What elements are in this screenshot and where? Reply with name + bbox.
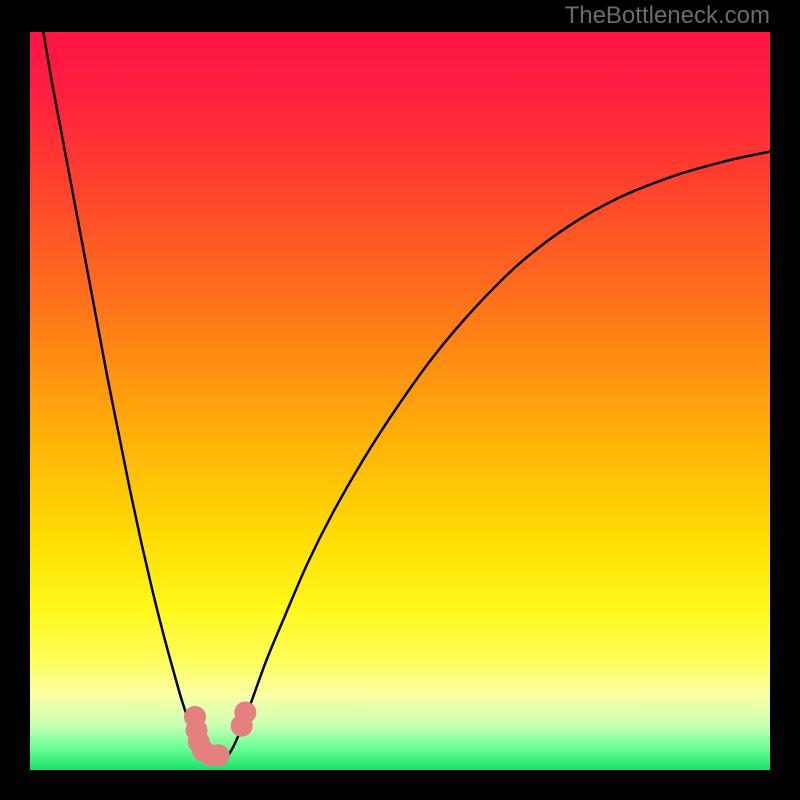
curve-right	[228, 152, 770, 756]
chart-stage: TheBottleneck.com	[0, 0, 800, 800]
curves-layer	[0, 0, 800, 800]
watermark-text: TheBottleneck.com	[565, 2, 770, 30]
marker-right-1	[234, 701, 256, 723]
marker-left-5	[208, 744, 230, 766]
curve-left	[43, 32, 208, 755]
